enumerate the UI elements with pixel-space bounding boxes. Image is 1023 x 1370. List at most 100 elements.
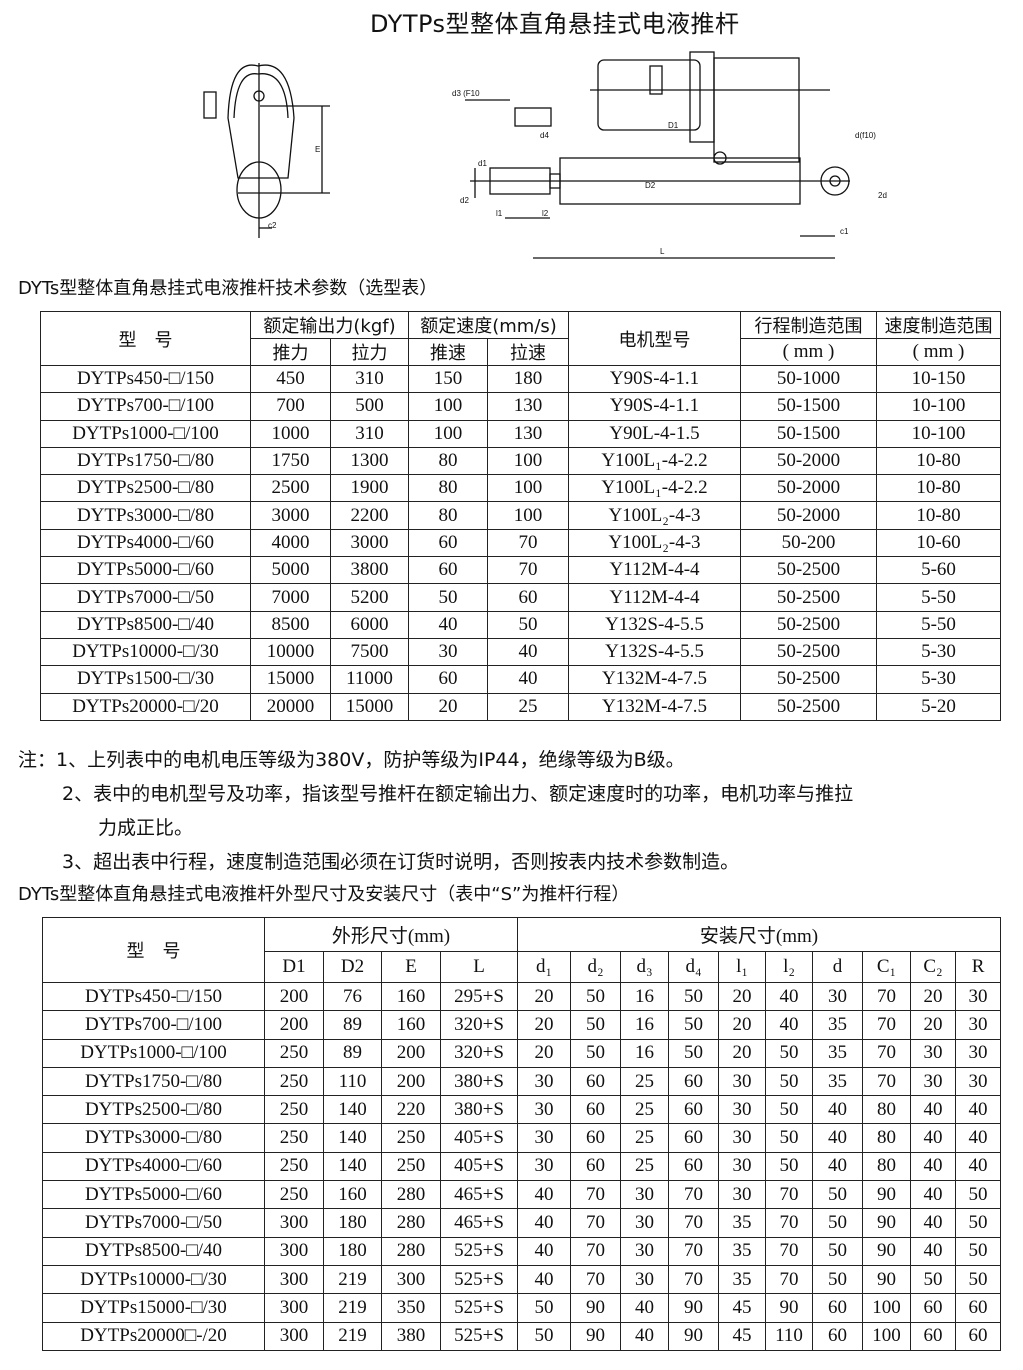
cell-dimension: 30 xyxy=(620,1180,670,1210)
cell-speed-range: 5-20 xyxy=(876,692,1002,721)
cell-push-force: 3000 xyxy=(250,501,331,530)
cell-dimension: 70 xyxy=(862,981,912,1012)
table-row: DYTPs2500-□/80 2500 1900 80 100 Y100L₁-4-2.2 5… xyxy=(40,474,1002,503)
cell-dimension: 40 xyxy=(910,1208,957,1238)
cell-dimension: 50 xyxy=(812,1264,864,1295)
cell-push-force: 2500 xyxy=(250,474,331,503)
cell-dimension: 40 xyxy=(955,1095,1002,1125)
cell-dimension: 45 xyxy=(718,1321,767,1351)
cell-dimension: 35 xyxy=(718,1264,767,1295)
cell-model: DYTPs1000-□/100 xyxy=(42,1038,265,1068)
cell-motor-model: Y100L₂-4-3 xyxy=(568,528,742,558)
cell-push-force: 7000 xyxy=(250,583,331,612)
cell-stroke-range: 50-2500 xyxy=(740,610,878,639)
cell-speed-range: 10-60 xyxy=(876,528,1002,558)
cell-dimension: 30 xyxy=(718,1180,767,1210)
cell-dimension: 30 xyxy=(955,981,1002,1012)
cell-motor-model: Y100L₁-4-2.2 xyxy=(568,474,742,503)
cell-dimension: 20 xyxy=(718,981,767,1012)
header-model: 型 号 xyxy=(42,917,265,983)
cell-push-force: 15000 xyxy=(250,665,331,694)
cell-dimension: 60 xyxy=(570,1151,622,1182)
label-l2: l2 xyxy=(542,209,549,218)
cell-pull-force: 310 xyxy=(329,419,410,448)
cell-dimension: 300 xyxy=(264,1293,324,1323)
table-row: DYTPs8500-□/40 300 180 280 525+S 40 70 30 70 35 70… xyxy=(42,1236,1002,1266)
table-row: DYTPs1500-□/30 15000 11000 60 40 Y132M-4-7.5 5… xyxy=(40,665,1002,694)
cell-speed-range: 10-150 xyxy=(876,364,1002,394)
cell-model: DYTPs2500-□/80 xyxy=(40,474,251,503)
cell-push-speed: 80 xyxy=(408,474,489,503)
cell-dimension: 70 xyxy=(765,1236,814,1266)
cell-stroke-range: 50-1500 xyxy=(740,419,878,448)
cell-dimension: 405+S xyxy=(439,1151,519,1182)
cell-push-speed: 60 xyxy=(408,528,489,558)
label-d1: d1 xyxy=(478,159,487,168)
label-l1: l1 xyxy=(496,209,503,218)
cell-dimension: 30 xyxy=(517,1123,572,1153)
cell-motor-model: Y90S-4-1.1 xyxy=(568,392,742,421)
cell-dimension: 70 xyxy=(765,1208,814,1238)
cell-pull-force: 7500 xyxy=(329,637,410,667)
cell-dimension: 50 xyxy=(955,1236,1002,1266)
cell-dimension: 380+S xyxy=(439,1066,519,1097)
cell-dimension: 45 xyxy=(718,1293,767,1323)
cell-dimension: 380+S xyxy=(439,1095,519,1125)
table-row: DYTPs20000□-/20 300 219 380 525+S 50 90 40 90 45 1… xyxy=(42,1321,1002,1351)
header-force: 额定输出力(kgf) xyxy=(249,311,410,339)
side-view xyxy=(203,63,330,238)
table-row: DYTPs7000-□/50 7000 5200 50 60 Y112M-4-4 50-25… xyxy=(40,583,1002,612)
cell-dimension: 80 xyxy=(862,1095,912,1125)
cell-motor-model: Y100L₁-4-2.2 xyxy=(568,446,742,476)
cell-push-force: 1000 xyxy=(250,419,331,448)
cell-dimension: 30 xyxy=(955,1038,1002,1068)
cell-dimension: 219 xyxy=(323,1264,382,1295)
cell-dimension: 60 xyxy=(812,1321,864,1351)
cell-dimension: 20 xyxy=(910,981,957,1012)
table-row: DYTPs2500-□/80 250 140 220 380+S 30 60 25 60 30 50… xyxy=(42,1095,1002,1125)
cell-dimension: 40 xyxy=(910,1180,957,1210)
cell-pull-speed: 60 xyxy=(487,583,570,612)
cell-model: DYTPs4000-□/60 xyxy=(42,1151,265,1182)
header-stroke-unit: ( mm ) xyxy=(740,338,878,366)
cell-pull-force: 1900 xyxy=(329,474,410,503)
cell-push-speed: 60 xyxy=(408,556,489,585)
table-row: DYTPs450-□/150 450 310 150 180 Y90S-4-1.1 50-1… xyxy=(40,364,1002,394)
cell-dimension: 160 xyxy=(381,981,441,1012)
header-install-dimensions: 安装尺寸(mm) xyxy=(517,917,1002,952)
cell-speed-range: 10-80 xyxy=(876,501,1002,530)
cell-dimension: 35 xyxy=(812,1038,864,1068)
cell-dimension: 60 xyxy=(570,1123,622,1153)
label-d4: d4 xyxy=(540,131,549,140)
cell-dimension: 60 xyxy=(570,1095,622,1125)
cell-push-speed: 80 xyxy=(408,501,489,530)
cell-dimension: 40 xyxy=(620,1321,670,1351)
cell-dimension: 89 xyxy=(323,1038,382,1068)
cell-dimension: 90 xyxy=(765,1293,814,1323)
label-d-f10: d(f10) xyxy=(855,131,876,140)
cell-dimension: 30 xyxy=(517,1095,572,1125)
cell-speed-range: 5-50 xyxy=(876,610,1002,639)
table-row: DYTPs1750-□/80 250 110 200 380+S 30 60 25 60 30 50… xyxy=(42,1066,1002,1097)
table-row: DYTPs450-□/150 200 76 160 295+S 20 50 16 50 20 40 3… xyxy=(42,981,1002,1012)
cell-pull-speed: 40 xyxy=(487,665,570,694)
cell-push-force: 450 xyxy=(250,364,331,394)
cell-speed-range: 10-100 xyxy=(876,419,1002,448)
cell-pull-force: 6000 xyxy=(329,610,410,639)
cell-pull-force: 500 xyxy=(329,392,410,421)
cell-dimension: 300 xyxy=(264,1321,324,1351)
cell-stroke-range: 50-2000 xyxy=(740,474,878,503)
cell-motor-model: Y132S-4-5.5 xyxy=(568,637,742,667)
cell-dimension: 280 xyxy=(381,1236,441,1266)
cell-dimension: 90 xyxy=(570,1293,622,1323)
note-3: 3、超出表中行程，速度制造范围必须在订货时说明，否则按表内技术参数制造。 xyxy=(62,851,740,873)
cell-dimension: 180 xyxy=(323,1236,382,1266)
cell-dimension: 20 xyxy=(517,1010,572,1040)
header-col: E xyxy=(381,951,441,983)
cell-push-speed: 20 xyxy=(408,692,489,721)
cell-motor-model: Y90L-4-1.5 xyxy=(568,419,742,448)
cell-dimension: 219 xyxy=(323,1321,382,1351)
cell-pull-force: 3800 xyxy=(329,556,410,585)
cell-dimension: 250 xyxy=(381,1151,441,1182)
